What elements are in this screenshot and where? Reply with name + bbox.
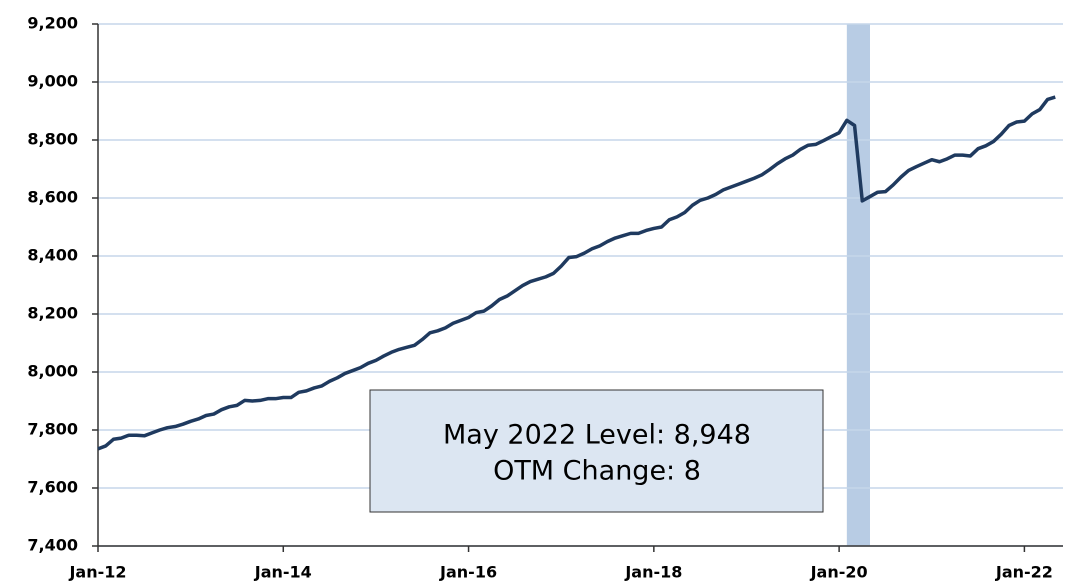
x-tick-label: Jan-22 [995,563,1053,582]
y-tick-label: 9,200 [27,14,78,33]
highlight-band [846,24,870,546]
y-tick-label: 8,600 [27,188,78,207]
x-tick-label: Jan-14 [254,563,312,582]
y-tick-label: 7,800 [27,420,78,439]
y-tick-label: 9,000 [27,72,78,91]
y-tick-label: 8,400 [27,246,78,265]
annotation-text: May 2022 Level: 8,948 [443,420,751,451]
x-tick-label: Jan-20 [810,563,868,582]
annotation-box [369,389,824,513]
y-tick-label: 7,400 [27,536,78,555]
x-tick-label: Jan-16 [439,563,497,582]
y-tick-label: 8,200 [27,304,78,323]
y-tick-label: 8,000 [27,362,78,381]
x-tick-label: Jan-18 [624,563,682,582]
y-tick-label: 7,600 [27,478,78,497]
data-line [97,95,1056,451]
y-tick-label: 8,800 [27,130,78,149]
annotation-text: OTM Change: 8 [493,456,701,487]
x-tick-label: Jan-12 [68,563,126,582]
